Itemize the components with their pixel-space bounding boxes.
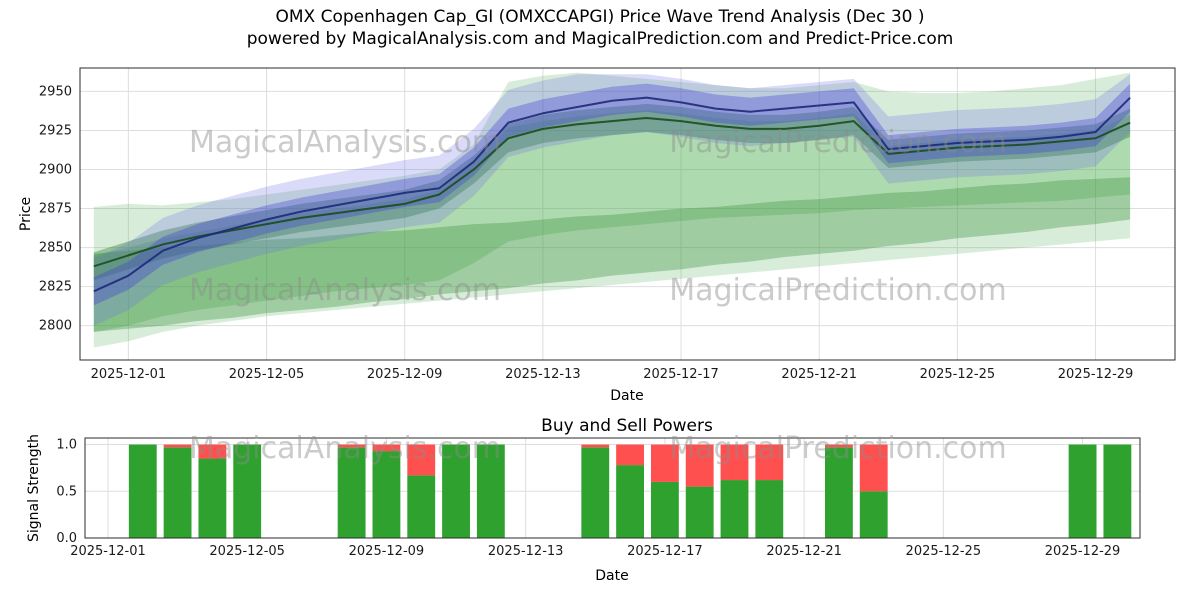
price-y-axis-label: Price [18, 197, 34, 231]
sell-power-bar [685, 444, 714, 487]
sell-power-bar [163, 444, 192, 448]
signal-x-tick-label: 2025-12-01 [70, 544, 146, 559]
buy-sell-chart: 0.0 0.5 1.0 2025-12-01 2025-12-05 2025-12-09 2… [56, 437, 1141, 559]
watermark-analysis: MagicalAnalysis.com [189, 273, 501, 308]
buy-power-bar [442, 444, 470, 538]
price-y-tick-label: 2850 [39, 241, 72, 256]
buy-power-bar [407, 475, 436, 538]
buy-power-bar [824, 447, 853, 538]
price-plot-border [79, 67, 1176, 361]
sell-power-bar [198, 444, 227, 459]
signal-y-axis-label: Signal Strength [26, 434, 42, 542]
watermark-layer: MagicalAnalysis.com MagicalPrediction.com… [189, 125, 1007, 466]
signal-x-tick-label: 2025-12-09 [349, 544, 425, 559]
buy-power-bar [128, 444, 157, 538]
sell-power-bar [372, 444, 401, 452]
price-y-tick-label: 2950 [39, 84, 72, 99]
price-x-tick-label: 2025-12-29 [1058, 367, 1134, 382]
sell-power-bar [859, 444, 888, 492]
sell-power-bar [616, 444, 645, 466]
buy-power-bar [616, 465, 645, 538]
signal-x-tick-label: 2025-12-25 [906, 544, 982, 559]
buy-power-bar [581, 447, 610, 538]
buy-power-bar [650, 481, 679, 538]
chart-title: OMX Copenhagen Cap_GI (OMXCCAPGI) Price … [275, 7, 925, 27]
price-chart: 2800 2825 2850 2875 2900 2925 2950 2025-12-01 20… [39, 67, 1176, 382]
signal-plot-border [84, 437, 1141, 539]
green-price-line [93, 116, 1131, 268]
sell-power-bar [337, 444, 366, 448]
price-x-tick-label: 2025-12-01 [91, 367, 167, 382]
band-green-outer [93, 72, 1131, 348]
price-y-tick-label: 2925 [39, 123, 72, 138]
signal-x-tick-label: 2025-12-13 [488, 544, 564, 559]
price-x-tick-label: 2025-12-25 [920, 367, 996, 382]
signal-x-tick-label: 2025-12-21 [766, 544, 842, 559]
watermark-analysis: MagicalAnalysis.com [189, 431, 501, 466]
price-x-tick-label: 2025-12-09 [367, 367, 443, 382]
signal-y-tick-label: 0.0 [56, 531, 77, 546]
buy-power-bar [755, 480, 784, 538]
watermark-prediction: MagicalPrediction.com [669, 125, 1007, 160]
price-x-tick-label: 2025-12-13 [505, 367, 581, 382]
buy-power-bar [163, 447, 192, 538]
signal-x-tick-label: 2025-12-17 [627, 544, 703, 559]
sell-power-bar [720, 444, 749, 481]
watermark-prediction: MagicalPrediction.com [669, 273, 1007, 308]
buy-power-bar [859, 491, 888, 538]
sell-power-bar [581, 444, 610, 448]
buy-power-bar [1103, 444, 1132, 538]
buy-power-bar [685, 486, 714, 538]
buy-power-bar [476, 444, 505, 538]
price-y-tick-label: 2800 [39, 319, 72, 334]
sell-power-bar [407, 444, 436, 476]
buy-power-bar [720, 480, 749, 538]
signal-y-tick-label: 1.0 [56, 438, 77, 453]
chart-subtitle: powered by MagicalAnalysis.com and Magic… [246, 29, 954, 50]
price-y-tick-label: 2825 [39, 280, 72, 295]
band-green-mid [93, 110, 1131, 332]
sell-power-bar [755, 444, 784, 481]
band-green-inner [93, 103, 1131, 281]
price-x-tick-label: 2025-12-05 [229, 367, 305, 382]
buy-power-bar [1068, 444, 1097, 538]
buy-power-bar [337, 447, 366, 538]
sell-power-bar [824, 444, 853, 448]
price-y-tick-label: 2900 [39, 162, 72, 177]
band-blue-inner [93, 83, 1131, 306]
price-x-tick-label: 2025-12-17 [643, 367, 719, 382]
buy-power-bar [233, 444, 262, 538]
signal-x-tick-label: 2025-12-29 [1045, 544, 1121, 559]
signal-y-tick-label: 0.5 [56, 484, 77, 499]
watermark-analysis: MagicalAnalysis.com [189, 125, 501, 160]
signal-x-axis-label: Date [595, 568, 628, 584]
buy-power-bar [372, 451, 401, 538]
signal-x-tick-label: 2025-12-05 [209, 544, 285, 559]
price-x-tick-label: 2025-12-21 [781, 367, 857, 382]
price-y-tick-label: 2875 [39, 202, 72, 217]
title-block: OMX Copenhagen Cap_GI (OMXCCAPGI) Price … [0, 6, 1200, 50]
price-x-axis-label: Date [610, 388, 643, 404]
watermark-prediction: MagicalPrediction.com [669, 431, 1007, 466]
sell-power-bar [650, 444, 679, 482]
buy-power-bar [198, 458, 227, 538]
blue-price-line [93, 96, 1131, 293]
buy-sell-title: Buy and Sell Powers [541, 416, 713, 436]
band-green-trend-channel [93, 177, 1131, 332]
